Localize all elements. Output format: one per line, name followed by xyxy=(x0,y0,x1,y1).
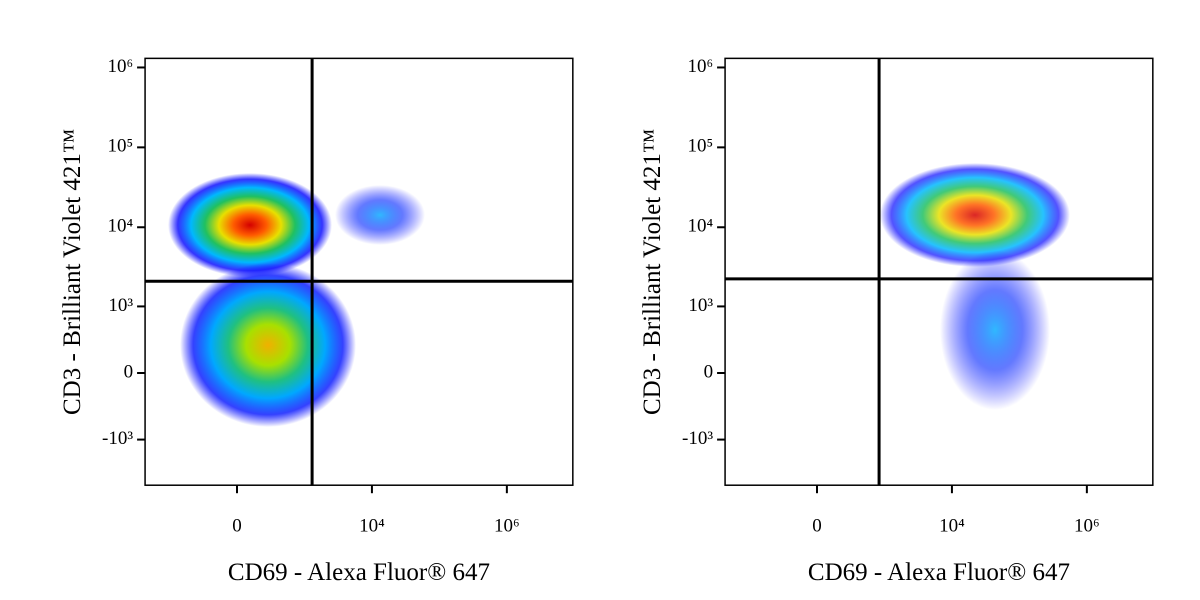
y-tick-label: 0 xyxy=(124,361,134,382)
y-tick-label: -10³ xyxy=(682,428,713,449)
x-tick-label: 0 xyxy=(232,516,242,537)
y-tick-label: 10³ xyxy=(688,295,713,316)
x-tick-label: 10⁶ xyxy=(1074,516,1100,537)
plot-frame xyxy=(144,57,574,486)
y-tick-label: 10⁶ xyxy=(107,56,133,77)
density-left xyxy=(168,173,425,427)
y-tick-label: 10⁶ xyxy=(687,56,713,77)
x-tick-label: 10⁴ xyxy=(939,516,965,537)
y-tick-label: 10⁴ xyxy=(107,216,133,237)
x-tick-label: 10⁴ xyxy=(359,516,385,537)
density-right xyxy=(880,163,1070,410)
x-axis-title: CD69 - Alexa Fluor® 647 xyxy=(228,559,490,586)
y-tick-label: 10⁵ xyxy=(107,136,133,157)
y-tick-label: 0 xyxy=(704,361,714,382)
y-tick-label: 10³ xyxy=(108,295,133,316)
y-tick-label: -10³ xyxy=(102,428,133,449)
x-tick-label: 10⁶ xyxy=(494,516,520,537)
x-tick-label: 0 xyxy=(812,516,822,537)
y-tick-label: 10⁵ xyxy=(687,136,713,157)
y-axis-title: CD3 - Brilliant Violet 421™ xyxy=(639,129,666,415)
y-axis-title: CD3 - Brilliant Violet 421™ xyxy=(59,129,86,415)
x-axis-title: CD69 - Alexa Fluor® 647 xyxy=(808,559,1070,586)
plot-frame xyxy=(724,57,1154,486)
y-tick-label: 10⁴ xyxy=(687,216,713,237)
